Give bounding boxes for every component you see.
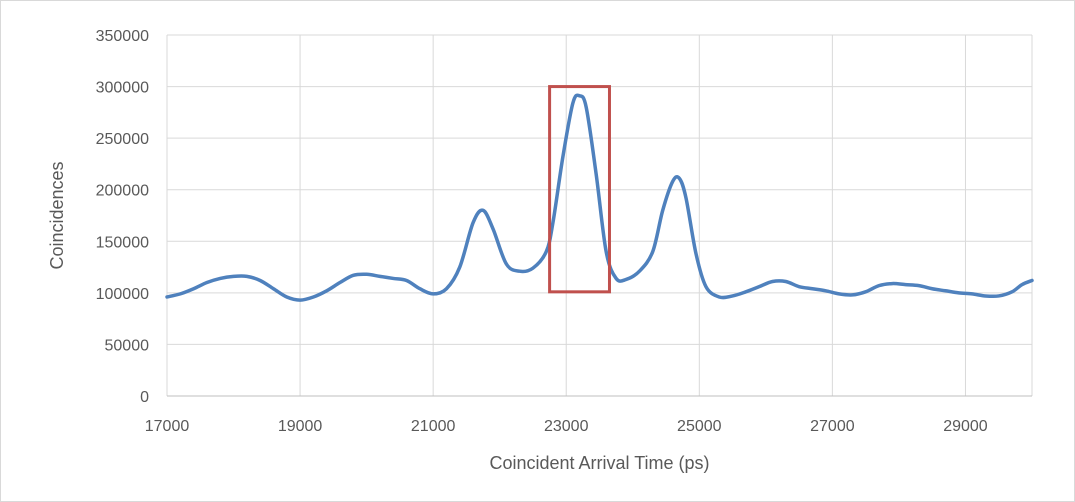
x-tick-label: 19000 bbox=[278, 418, 323, 435]
highlight-box bbox=[548, 85, 611, 294]
y-tick-label: 250000 bbox=[96, 131, 149, 148]
y-tick-label: 350000 bbox=[96, 28, 149, 45]
series-line bbox=[165, 93, 1034, 302]
x-tick-label: 17000 bbox=[145, 418, 190, 435]
y-axis-title: Coincidences bbox=[47, 161, 67, 269]
x-tick-label: 25000 bbox=[677, 418, 722, 435]
y-axis-tick-labels: 0 50000 100000 150000 200000 250000 300000 3500… bbox=[96, 28, 149, 406]
y-tick-label: 50000 bbox=[105, 337, 150, 354]
x-tick-label: 29000 bbox=[943, 418, 988, 435]
x-tick-label: 21000 bbox=[411, 418, 456, 435]
x-axis-tick-labels: 17000 19000 21000 23000 25000 27000 29000 bbox=[145, 418, 988, 435]
x-axis-title: Coincident Arrival Time (ps) bbox=[489, 453, 709, 473]
x-tick-label: 27000 bbox=[810, 418, 855, 435]
y-tick-label: 300000 bbox=[96, 80, 149, 97]
y-tick-label: 0 bbox=[140, 389, 149, 406]
x-tick-label: 23000 bbox=[544, 418, 589, 435]
y-tick-label: 200000 bbox=[96, 183, 149, 200]
y-tick-label: 100000 bbox=[96, 286, 149, 303]
y-tick-label: 150000 bbox=[96, 234, 149, 251]
